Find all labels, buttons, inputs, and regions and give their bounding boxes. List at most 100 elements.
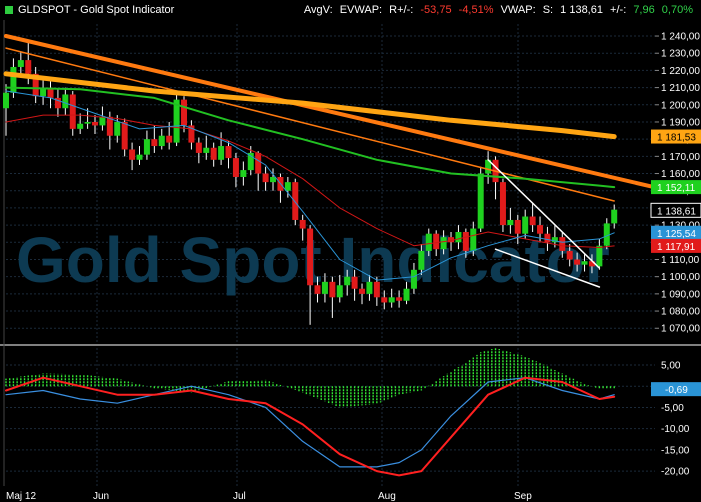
candle-body <box>566 250 573 260</box>
x-tick-label: Maj 12 <box>6 491 36 502</box>
candle-body <box>32 73 39 97</box>
candle-body <box>240 170 247 177</box>
candle-body <box>62 94 69 109</box>
candle-body <box>588 261 595 267</box>
y-tick-label: 1 070,00 <box>661 324 700 335</box>
value-label-text: 1 181,53 <box>657 133 696 144</box>
ma-red-line <box>5 114 615 248</box>
candle-body <box>47 87 54 98</box>
x-tick-label: Sep <box>514 491 532 502</box>
candle-body <box>99 116 106 126</box>
candle-body <box>218 146 225 160</box>
candle-body <box>158 135 165 147</box>
candle-body <box>284 182 291 191</box>
candle-body <box>455 231 462 243</box>
trend-line-white_upper <box>487 159 601 269</box>
candle-body <box>551 237 558 243</box>
header-stats: AvgV: EVWAP: R+/-: -53,75 -4,51% VWAP: S… <box>300 4 693 16</box>
trend-line-gold_thick <box>3 71 617 140</box>
ma-blue-line <box>5 90 615 281</box>
y-tick-label: 1 080,00 <box>661 307 700 318</box>
vwap-label: VWAP: <box>500 4 536 16</box>
candle-body <box>448 237 455 243</box>
candle-body <box>203 147 210 153</box>
candle-body <box>410 269 417 289</box>
candle-body <box>507 219 514 226</box>
candle-body <box>54 97 61 109</box>
s-label: S: <box>542 4 554 16</box>
y-tick-label: 1 190,00 <box>661 117 700 128</box>
value-label-box <box>650 202 701 218</box>
candle-body <box>143 139 150 155</box>
candle-body <box>336 285 343 298</box>
pm-pct: 0,70% <box>661 4 693 16</box>
macd-y-tick-label: -10,00 <box>661 424 690 435</box>
candle-body <box>433 233 440 250</box>
macd-value-label-box <box>651 382 701 397</box>
candle-body <box>166 135 173 143</box>
candle-body <box>69 94 76 129</box>
candle-body <box>25 60 32 74</box>
candle-body <box>611 209 618 224</box>
ma-green-line <box>5 86 616 189</box>
candle-body <box>485 159 492 174</box>
macd-line <box>5 376 616 477</box>
candle-body <box>470 228 477 251</box>
candle-body <box>151 139 158 147</box>
candle-body <box>477 173 484 229</box>
y-tick-label: 1 200,00 <box>661 100 700 111</box>
candle-body <box>114 121 121 136</box>
candle-body <box>359 288 366 294</box>
trend-line-white_lower <box>494 248 601 288</box>
candle-body <box>403 288 410 301</box>
candle-body <box>388 297 395 303</box>
trend-line-orange_thick <box>4 34 657 190</box>
candle-body <box>529 216 536 226</box>
candle-body <box>418 250 425 270</box>
macd-y-tick-label: -15,00 <box>661 445 690 456</box>
value-label-box <box>651 238 701 253</box>
candle-body <box>514 219 521 234</box>
macd-grid <box>6 348 655 486</box>
candle-body <box>440 237 447 250</box>
candle-body <box>188 125 195 143</box>
y-tick-label: 1 090,00 <box>661 289 700 300</box>
pm-value: 7,96 <box>633 4 655 16</box>
candle-body <box>351 276 358 289</box>
candle-body <box>373 281 380 298</box>
candle-body <box>321 281 328 294</box>
candle-body <box>262 173 269 183</box>
candle-body <box>381 297 388 303</box>
candle-body <box>247 152 254 171</box>
candle-body <box>396 297 403 301</box>
candle-body <box>77 123 84 129</box>
pm-label: +/-: <box>610 4 627 16</box>
candle-body <box>136 154 143 160</box>
x-tick-label: Aug <box>378 491 396 502</box>
y-tick-label: 1 230,00 <box>661 49 700 60</box>
y-tick-label: 1 220,00 <box>661 66 700 77</box>
x-tick-label: Jun <box>93 491 109 502</box>
candle-body <box>581 261 588 265</box>
candle-body <box>84 121 91 124</box>
candles-layer <box>3 41 618 325</box>
macd-y-tick-label: 5,00 <box>661 360 681 371</box>
value-label-box <box>651 225 701 240</box>
candle-body <box>40 87 47 97</box>
candle-body <box>106 116 113 136</box>
y-tick-label: 1 170,00 <box>661 152 700 163</box>
s-value: 1 138,61 <box>560 4 603 16</box>
trend-line-orange_thin <box>5 47 615 202</box>
candle-body <box>10 66 17 93</box>
candle-body <box>307 228 314 286</box>
macd-value-label-text: -0,69 <box>665 385 688 396</box>
lines-layer <box>3 34 657 288</box>
chart-title: GLDSPOT - Gold Spot Indicator <box>18 4 175 16</box>
candle-body <box>344 276 351 286</box>
candle-body <box>574 259 581 265</box>
candle-body <box>92 121 99 126</box>
y-tick-label: 1 210,00 <box>661 83 700 94</box>
macd-y-tick-label: -5,00 <box>661 403 684 414</box>
y-tick-label: 1 240,00 <box>661 32 700 43</box>
